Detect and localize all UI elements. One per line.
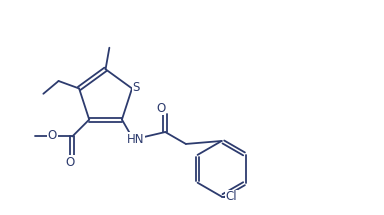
Text: O: O [48, 129, 57, 142]
Text: O: O [66, 156, 75, 169]
Text: S: S [132, 81, 140, 94]
Text: Cl: Cl [226, 190, 237, 203]
Text: HN: HN [127, 133, 144, 146]
Text: O: O [157, 102, 166, 115]
